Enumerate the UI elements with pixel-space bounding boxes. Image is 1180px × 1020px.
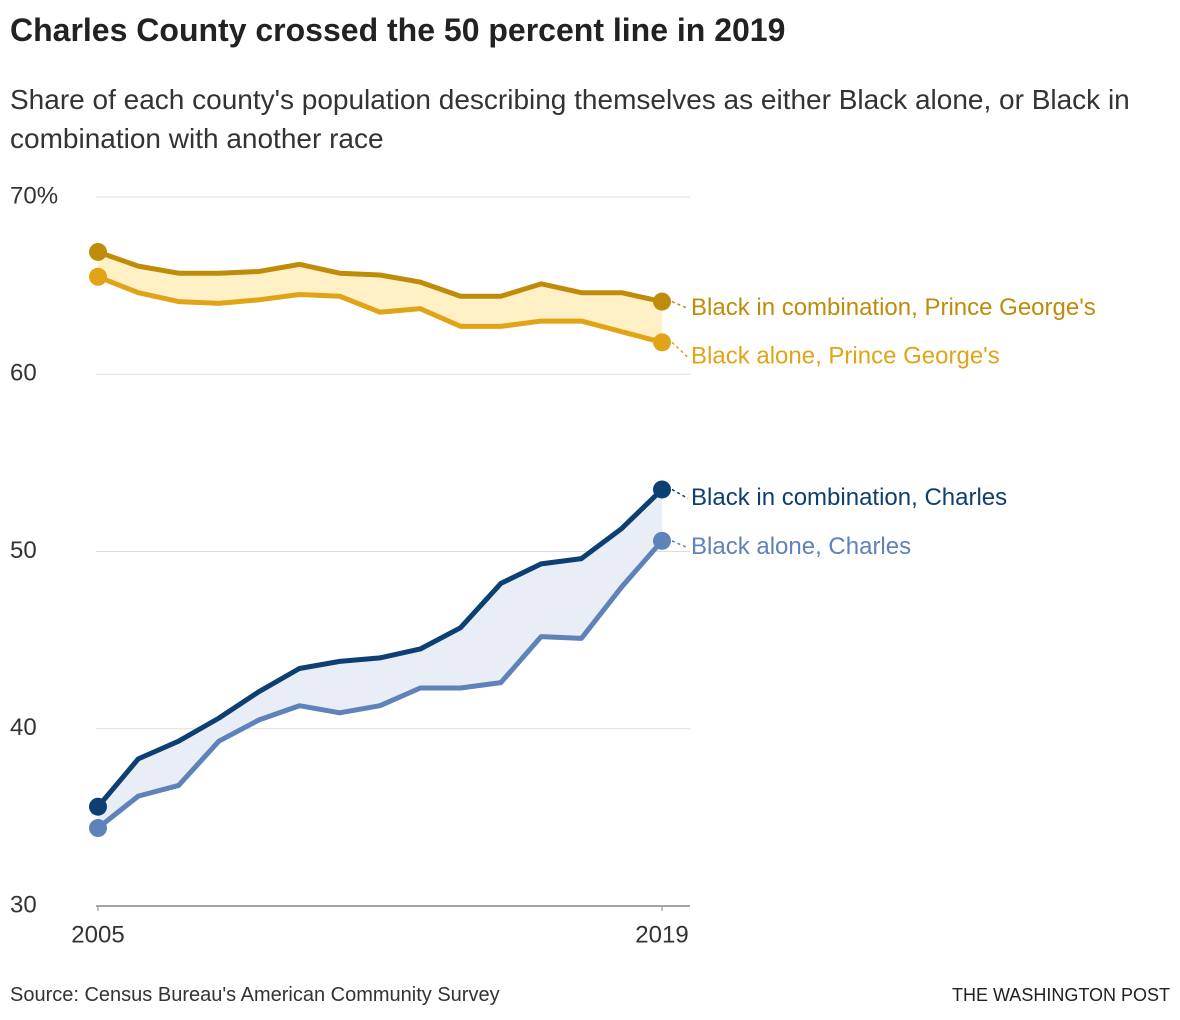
chart: 30 40 50 60 70% 2005 2019 Black in combination,…: [10, 182, 1096, 948]
end-point: [89, 797, 107, 816]
series-label: Black alone, Prince George's: [691, 343, 1000, 370]
series-label: Black in combination, Charles: [691, 484, 1007, 511]
series-label: Black in combination, Prince George's: [691, 294, 1096, 321]
end-point: [653, 531, 671, 550]
y-tick-label: 30: [10, 891, 37, 918]
series-line: [96, 539, 664, 830]
label-leader: [671, 300, 689, 310]
band: [98, 251, 662, 343]
source: Source: Census Bureau's American Communi…: [10, 984, 500, 1006]
end-point: [89, 267, 107, 286]
label-leader: [671, 488, 689, 500]
series-line: [97, 274, 663, 345]
credit: THE WASHINGTON POST: [951, 985, 1170, 1005]
x-tick-label: 2019: [635, 921, 688, 948]
end-point: [653, 292, 671, 311]
x-tick-label: 2005: [71, 921, 124, 948]
series-label: Black alone, Charles: [691, 533, 911, 560]
y-tick-label: 60: [10, 360, 37, 387]
y-tick-label: 40: [10, 714, 37, 741]
chart-title: Charles County crossed the 50 percent li…: [10, 12, 786, 48]
label-leader: [671, 341, 689, 358]
end-point: [89, 242, 107, 261]
label-leader: [671, 540, 689, 549]
y-tick-label: 70%: [10, 182, 58, 209]
series-line: [97, 249, 663, 305]
end-point: [653, 333, 671, 352]
series-line: [96, 487, 664, 809]
end-point: [89, 819, 107, 838]
end-point: [653, 480, 671, 499]
chart-subtitle: Share of each county's population descri…: [10, 84, 1130, 154]
y-tick-label: 50: [10, 537, 37, 564]
